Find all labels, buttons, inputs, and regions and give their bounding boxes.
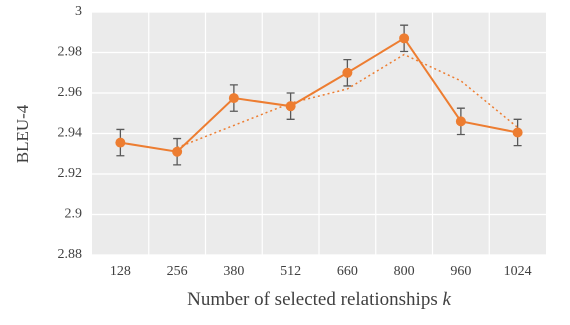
y-tick-label: 2.98 <box>58 45 83 60</box>
x-tick-label: 380 <box>223 264 244 279</box>
y-tick-label: 2.92 <box>58 166 83 181</box>
marker <box>228 93 239 104</box>
x-tick-label: 256 <box>167 264 188 279</box>
y-axis-title: BLEU-4 <box>13 104 32 163</box>
x-axis-title-text: Number of selected relationships <box>187 289 438 310</box>
line-dotted <box>176 53 519 149</box>
x-tick-label: 1024 <box>504 264 532 279</box>
y-tick-label: 2.94 <box>58 126 83 141</box>
marker <box>342 67 353 78</box>
x-tick-label: 960 <box>450 264 471 279</box>
y-tick-label: 3 <box>75 4 82 19</box>
x-tick-label: 128 <box>110 264 131 279</box>
x-tick-label: 512 <box>280 264 301 279</box>
marker <box>512 127 523 138</box>
y-tick-label: 2.9 <box>65 207 83 222</box>
x-tick-label: 660 <box>337 264 358 279</box>
x-tick-label: 800 <box>394 264 415 279</box>
marker <box>115 137 126 148</box>
x-axis-title: Number of selected relationships k <box>187 289 451 310</box>
line-solid <box>120 36 518 153</box>
x-axis-title-var: k <box>442 289 451 310</box>
marker <box>285 101 296 112</box>
marker <box>399 33 410 44</box>
y-tick-label: 2.88 <box>58 247 83 262</box>
marker <box>172 146 183 157</box>
marker <box>455 116 466 127</box>
y-tick-label: 2.96 <box>58 85 83 100</box>
